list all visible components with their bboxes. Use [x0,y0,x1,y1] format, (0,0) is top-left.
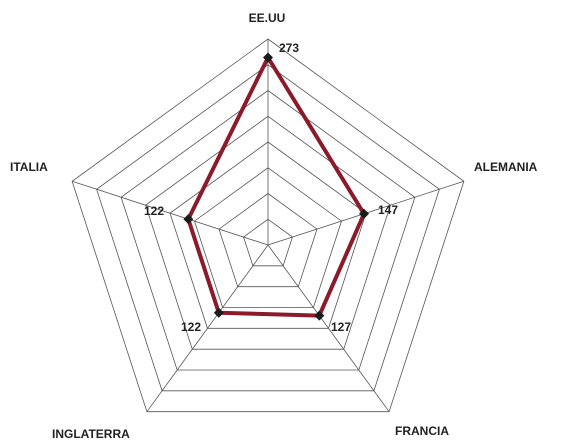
value-label-alemania: 147 [378,203,398,217]
grid-ring-7 [96,64,440,392]
grid-ring-4 [169,141,367,329]
axis-spoke-2 [267,244,390,412]
axis-label-eeuu: EE.UU [249,11,286,25]
axis-label-inglaterra: INGLATERRA [52,427,130,441]
value-label-italia: 122 [144,204,164,218]
grid-ring-8 [71,38,465,413]
grid-ring-5 [145,115,391,350]
value-label-eeuu: 273 [279,41,299,55]
axis-label-italia: ITALIA [10,160,48,174]
value-label-francia: 127 [331,320,351,334]
axis-label-francia: FRANCIA [395,424,449,438]
value-label-inglaterra: 122 [181,320,201,334]
grid-ring-3 [194,167,342,308]
labels-layer: EE.UU ALEMANIA FRANCIA INGLATERRA ITALIA… [10,11,538,441]
grid-ring-6 [120,90,416,371]
data-point-eeuu [263,52,273,63]
axis-spoke-3 [146,244,269,412]
grid-ring-2 [218,193,318,288]
data-point-francia [314,310,325,321]
axis-spoke-4 [71,180,269,246]
series-layer [183,52,369,321]
data-point-inglaterra [213,307,224,318]
grid-ring-1 [243,218,293,267]
radar-grid [71,38,465,413]
data-point-italia [183,214,194,225]
axis-label-alemania: ALEMANIA [474,160,538,174]
data-point-alemania [359,208,369,219]
series-line-0 [186,55,366,318]
